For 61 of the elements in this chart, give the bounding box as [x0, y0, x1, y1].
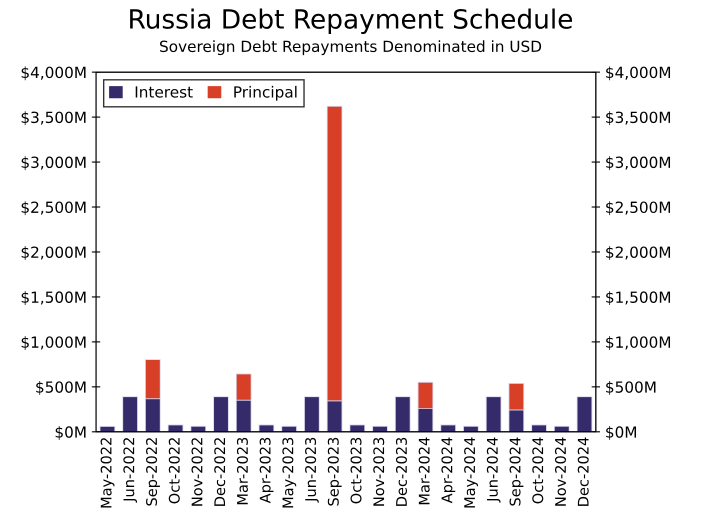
bar [554, 426, 570, 432]
bar [486, 396, 502, 432]
x-tick-label: Sep-2022 [146, 438, 160, 506]
x-tick-label: Jun-2023 [305, 438, 319, 503]
y-tick-label: $3,500M [22, 111, 86, 126]
y-tick-label: $4,000M [22, 66, 86, 80]
bar [576, 396, 592, 432]
y2-tick-label: $1,500M [606, 291, 670, 305]
x-tick-label: Oct-2022 [168, 438, 180, 504]
legend-label: Interest [136, 86, 193, 98]
y-tick-label: $1,500M [22, 291, 86, 305]
bar [281, 426, 297, 432]
y2-tick-label: $2,500M [606, 201, 670, 216]
bar [531, 424, 547, 432]
x-tick-label: Apr-2023 [260, 438, 274, 504]
x-tick-label: Sep-2024 [510, 437, 524, 506]
x-tick-label: May-2022 [100, 438, 114, 508]
x-tick-label: Mar-2024 [418, 437, 430, 504]
y2-tick-label: $2,000M [606, 246, 670, 260]
x-tick-label: Oct-2024 [532, 437, 544, 504]
y2-tick-label: $3,500M [606, 111, 670, 126]
bar [122, 396, 138, 432]
y-tick-label: $0M [56, 426, 86, 440]
bar [100, 426, 116, 432]
y-tick-label: $2,500M [22, 201, 86, 216]
y-tick-label: $2,000M [22, 246, 86, 260]
x-tick-label: Oct-2023 [350, 438, 362, 504]
bar [350, 424, 366, 432]
y2-tick-label: $3,000M [606, 156, 670, 170]
x-tick-label: Nov-2023 [373, 438, 384, 506]
x-tick-label: Dec-2023 [396, 438, 407, 506]
x-tick-label: May-2024 [464, 437, 478, 508]
x-tick-label: Jun-2022 [123, 438, 138, 503]
bar [440, 424, 456, 432]
bar [213, 396, 229, 432]
bar [463, 426, 479, 432]
x-tick-label: Dec-2024 [578, 437, 589, 506]
x-tick-label: Nov-2024 [554, 437, 566, 506]
y2-tick-label: $1,000M [606, 336, 670, 350]
x-tick-label: Sep-2023 [328, 438, 342, 506]
x-tick-label: Mar-2023 [236, 438, 248, 504]
bar [190, 426, 206, 432]
x-tick-label: May-2023 [282, 438, 296, 508]
y2-tick-label: $4,000M [606, 66, 670, 80]
legend-label: Principal [234, 86, 296, 101]
chart-subtitle: Sovereign Debt Repayments Denominated in USD [160, 40, 542, 56]
x-tick-label: Dec-2022 [214, 438, 226, 506]
x-tick-label: Jun-2024 [486, 437, 501, 503]
bar [372, 426, 388, 432]
bar [258, 424, 274, 432]
y-tick-label: $1,000M [22, 336, 86, 350]
y2-tick-label: $0M [606, 426, 636, 440]
y2-tick-label: $500M [606, 381, 656, 395]
bar [394, 396, 411, 432]
y-tick-label: $500M [36, 381, 86, 395]
x-tick-label: Apr-2024 [441, 437, 456, 504]
bar [168, 424, 184, 432]
bar [304, 396, 320, 432]
chart-title: Russia Debt Repayment Schedule [130, 8, 572, 34]
x-tick-label: Nov-2022 [191, 438, 203, 506]
y-tick-label: $3,000M [22, 156, 86, 170]
